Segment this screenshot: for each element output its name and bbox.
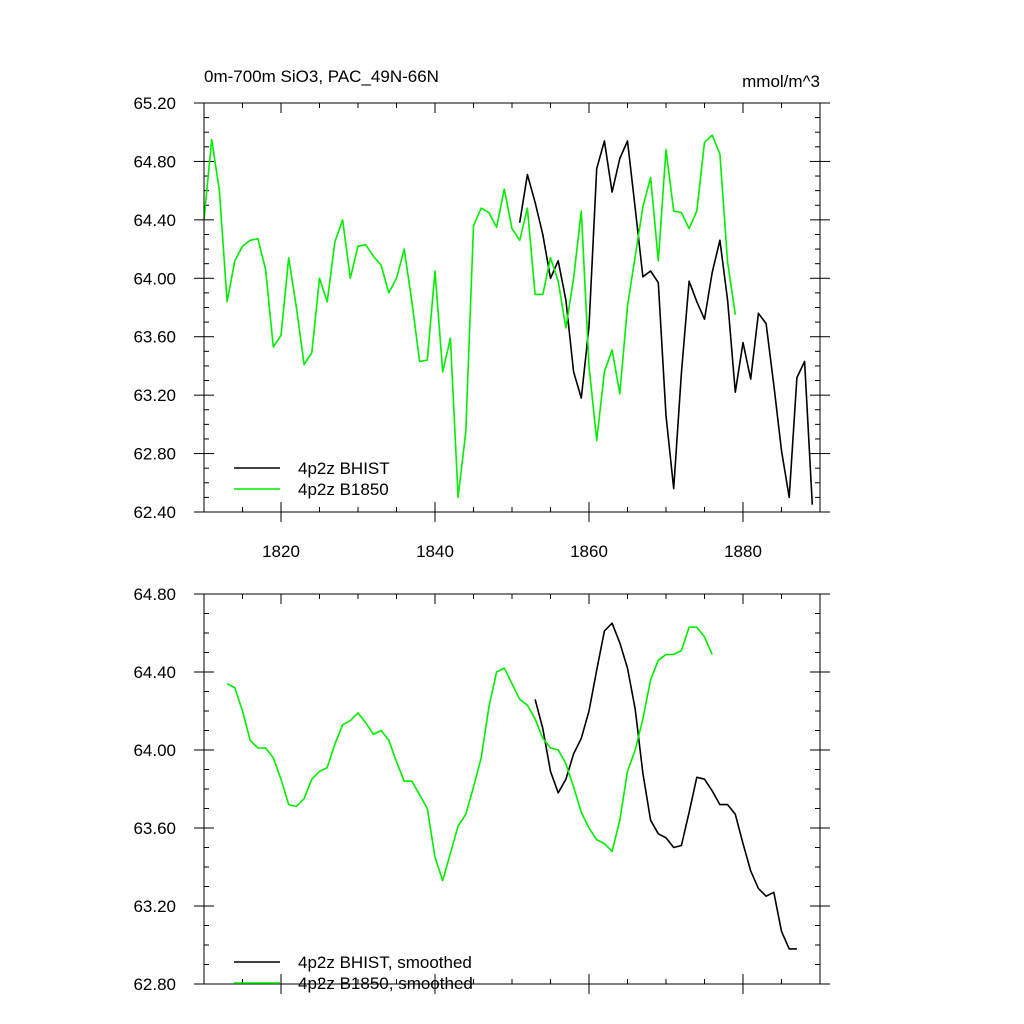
top-panel-frame — [203, 102, 821, 513]
bottom-series-line-bhist — [534, 622, 797, 950]
top-legend-label: 4p2z B1850 — [298, 480, 389, 499]
bottom-legend-label: 4p2z BHIST, smoothed — [298, 953, 472, 972]
bottom-y-tick-label: 63.60 — [133, 819, 176, 838]
bottom-legend-label: 4p2z B1850, smoothed — [298, 974, 473, 993]
top-panel-series — [203, 134, 814, 505]
top-panel: 0m-700m SiO3, PAC_49N-66N mmol/m^3 1820 1… — [133, 67, 830, 561]
top-x-tick-label: 1880 — [724, 542, 762, 561]
bottom-y-tick-label: 64.00 — [133, 741, 176, 760]
bottom-y-tick-label: 62.80 — [133, 975, 176, 994]
top-legend-label: 4p2z BHIST — [298, 459, 390, 478]
top-panel-legend: 4p2z BHIST 4p2z B1850 — [234, 459, 390, 499]
bottom-panel-legend: 4p2z BHIST, smoothed 4p2z B1850, smoothed — [234, 953, 473, 993]
top-y-tick-label: 64.80 — [133, 152, 176, 171]
top-y-tick-label: 62.40 — [133, 503, 176, 522]
bottom-y-tick-label: 64.80 — [133, 585, 176, 604]
bottom-panel: 62.80 63.20 63.60 64.00 64.40 64.80 4p2z BHIS… — [133, 585, 830, 994]
top-y-tick-label: 63.20 — [133, 386, 176, 405]
bottom-panel-frame — [203, 593, 821, 985]
bottom-panel-ticks: 62.80 63.20 63.60 64.00 64.40 64.80 — [133, 585, 830, 994]
top-y-tick-label: 62.80 — [133, 445, 176, 464]
top-panel-units: mmol/m^3 — [742, 72, 820, 91]
bottom-panel-series — [226, 622, 797, 950]
bottom-series-line-b1850 — [226, 626, 713, 882]
top-panel-title: 0m-700m SiO3, PAC_49N-66N — [204, 67, 439, 86]
top-y-tick-label: 64.40 — [133, 211, 176, 230]
top-x-tick-label: 1820 — [262, 542, 300, 561]
bottom-y-tick-label: 63.20 — [133, 897, 176, 916]
top-series-line-b1850 — [203, 134, 737, 499]
top-y-tick-label: 65.20 — [133, 94, 176, 113]
top-x-tick-label: 1840 — [416, 542, 454, 561]
top-y-tick-label: 63.60 — [133, 328, 176, 347]
top-series-line-bhist — [518, 140, 814, 505]
bottom-y-tick-label: 64.40 — [133, 663, 176, 682]
top-y-tick-label: 64.00 — [133, 269, 176, 288]
top-x-tick-label: 1860 — [570, 542, 608, 561]
top-panel-ticks: 1820 1840 1860 1880 62.40 62.80 63.20 63.60 64.0… — [133, 94, 830, 561]
